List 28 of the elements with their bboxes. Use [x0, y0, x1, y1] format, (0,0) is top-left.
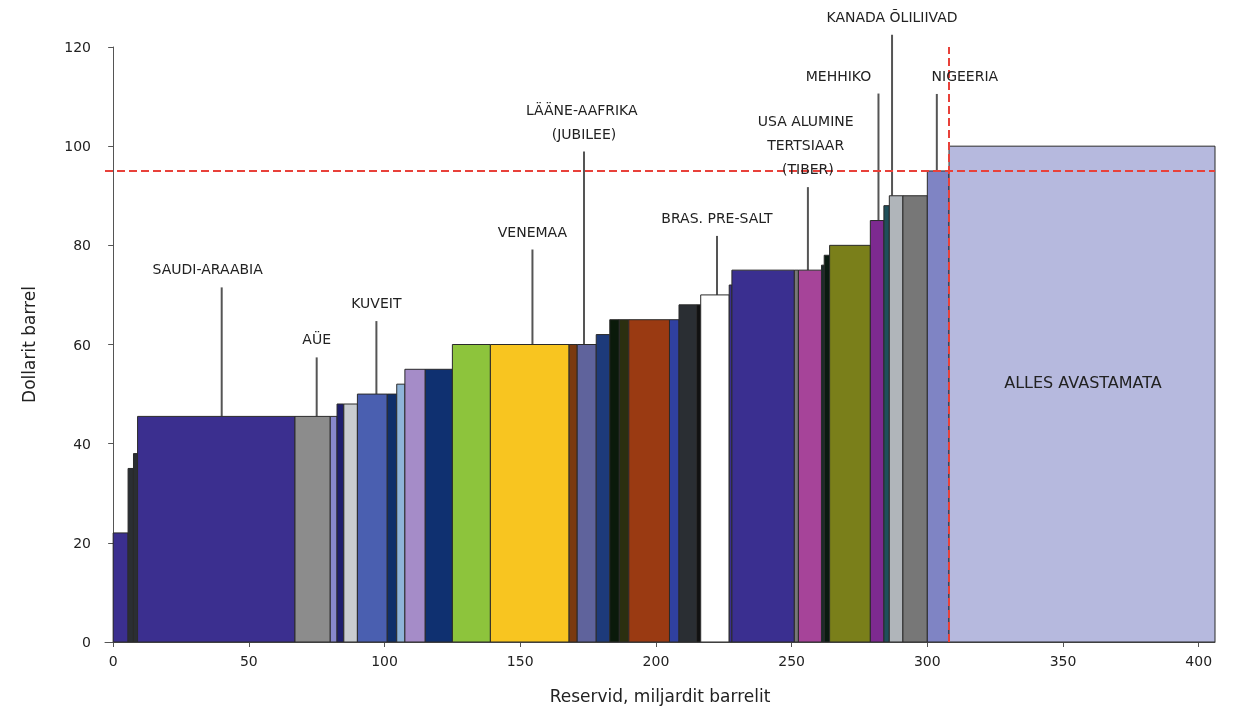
y-tick-label: 20 — [73, 534, 91, 551]
x-tick-label: 300 — [913, 653, 941, 669]
x-axis-title: Reservid, miljardit barrelit — [549, 685, 771, 706]
x-tick-label: 100 — [371, 653, 398, 669]
annotation: VENEMAA — [497, 223, 568, 240]
x-tick-label: 200 — [642, 653, 670, 669]
x-tick-label: 150 — [506, 653, 534, 669]
y-tick-label: 40 — [73, 435, 91, 452]
x-tick-label: 0 — [108, 653, 118, 669]
y-axis-title: Dollarit barrel — [18, 286, 39, 403]
x-tick-label: 250 — [778, 653, 805, 669]
x-tick-label: 350 — [1049, 653, 1077, 669]
y-tick-label: 100 — [64, 138, 91, 155]
y-tick-label: 0 — [82, 634, 91, 650]
annotation: MEHHIKO — [805, 67, 872, 84]
annotation: SAUDI-ARAABIA — [152, 261, 264, 278]
y-tick-label: 120 — [64, 39, 91, 55]
annotation: AÜE — [302, 330, 332, 348]
annotation: ALLES AVASTAMATA — [1004, 372, 1162, 392]
y-tick-label: 80 — [73, 237, 91, 254]
annotation: BRAS. PRE-SALT — [661, 209, 774, 226]
annotation: KUVEIT — [351, 295, 402, 312]
y-tick-label: 60 — [73, 336, 91, 353]
x-tick-label: 50 — [239, 653, 258, 669]
x-tick-label: 400 — [1185, 653, 1213, 669]
annotation: NIGEERIA — [931, 67, 999, 84]
annotation: KANADA ÕLILIIVAD — [826, 8, 958, 25]
annotation: LÄÄNE-AAFRIKA (JUBILEE) — [525, 100, 643, 142]
